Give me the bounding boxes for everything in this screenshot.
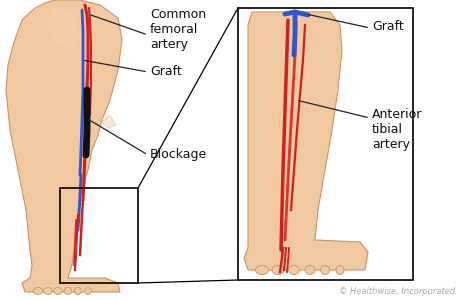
Ellipse shape bbox=[288, 266, 299, 274]
Ellipse shape bbox=[320, 266, 329, 274]
Text: Common
femoral
artery: Common femoral artery bbox=[150, 8, 206, 51]
Text: © Healthwise, Incorporated: © Healthwise, Incorporated bbox=[338, 287, 454, 296]
Bar bbox=[237, 8, 412, 280]
Ellipse shape bbox=[44, 287, 52, 295]
Polygon shape bbox=[243, 12, 367, 270]
Ellipse shape bbox=[64, 287, 72, 295]
Ellipse shape bbox=[34, 287, 42, 295]
Ellipse shape bbox=[54, 287, 62, 295]
Text: Graft: Graft bbox=[371, 20, 403, 33]
Polygon shape bbox=[48, 5, 80, 50]
Polygon shape bbox=[102, 115, 116, 128]
Ellipse shape bbox=[74, 287, 81, 295]
Ellipse shape bbox=[84, 287, 91, 295]
Ellipse shape bbox=[255, 266, 268, 274]
Text: Graft: Graft bbox=[150, 65, 181, 78]
Ellipse shape bbox=[304, 266, 314, 274]
Bar bbox=[60, 188, 138, 283]
Text: Blockage: Blockage bbox=[150, 148, 207, 161]
Text: Anterior
tibial
artery: Anterior tibial artery bbox=[371, 108, 421, 151]
Ellipse shape bbox=[335, 266, 343, 274]
Ellipse shape bbox=[271, 266, 283, 274]
Polygon shape bbox=[6, 0, 122, 292]
